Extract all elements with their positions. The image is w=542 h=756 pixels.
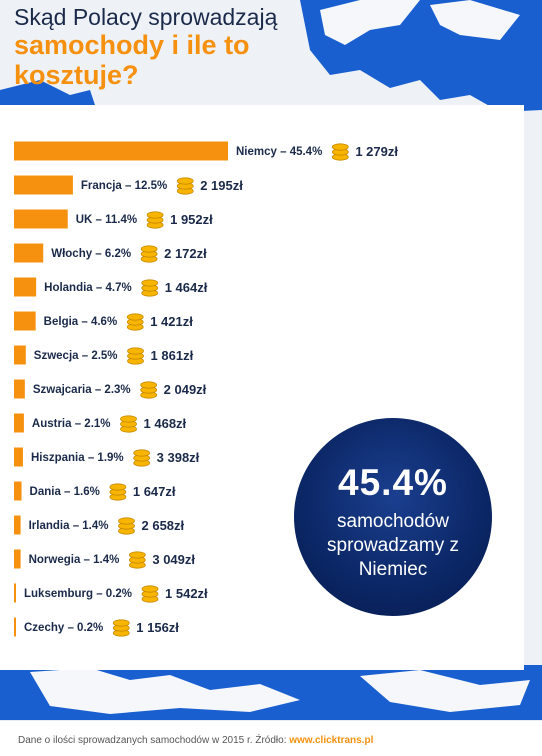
bar — [14, 515, 21, 535]
bar-row: Szwecja – 2.5% 1 861zł — [14, 345, 194, 365]
bar — [14, 277, 37, 297]
title-line-3: kosztuje? — [14, 60, 139, 90]
bar — [14, 413, 24, 433]
bar-label: Hiszpania – 1.9% — [31, 452, 124, 464]
bar-label: Szwajcaria – 2.3% — [33, 384, 131, 396]
coin-stack-icon — [133, 449, 151, 467]
bar — [14, 243, 44, 263]
bar-row: UK – 11.4% 1 952zł — [14, 209, 213, 229]
bar-label: Szwecja – 2.5% — [34, 350, 118, 362]
price-label: 1 156zł — [136, 620, 179, 635]
bar — [14, 447, 23, 467]
bar-row: Francja – 12.5% 2 195zł — [14, 175, 243, 195]
coin-stack-icon — [128, 551, 146, 569]
price-label: 1 647zł — [133, 484, 176, 499]
footer: Dane o ilości sprowadzanych samochodów w… — [0, 721, 542, 756]
coin-stack-icon — [118, 517, 135, 535]
bar — [14, 345, 26, 365]
bar-row: Luksemburg – 0.2% 1 542zł — [14, 583, 208, 603]
title-line-2: samochody i ile to — [14, 30, 250, 60]
title-block: Skąd Polacy sprowadzają samochody i ile … — [14, 4, 277, 90]
bar-row: Dania – 1.6% 1 647zł — [14, 481, 176, 501]
price-label: 2 658zł — [142, 518, 185, 533]
coin-stack-icon — [146, 211, 164, 229]
highlight-circle: 45.4% samochodów sprowadzamy z Niemiec — [294, 418, 492, 616]
coin-stack-icon — [120, 415, 137, 433]
bar-row: Norwegia – 1.4% 3 049zł — [14, 549, 195, 569]
coin-stack-icon — [176, 177, 194, 195]
bar — [14, 175, 73, 195]
price-label: 1 542zł — [165, 586, 208, 601]
price-label: 1 279zł — [355, 144, 398, 159]
bar — [14, 141, 228, 161]
bar-label: Francja – 12.5% — [81, 180, 167, 192]
bar — [14, 209, 68, 229]
bar — [14, 549, 21, 569]
title-line-1: Skąd Polacy sprowadzają — [14, 4, 278, 30]
price-label: 2 172zł — [164, 246, 207, 261]
bar-row: Holandia – 4.7% 1 464zł — [14, 277, 208, 297]
coin-stack-icon — [127, 347, 144, 365]
bar-label: UK – 11.4% — [76, 214, 137, 226]
bar-row: Austria – 2.1% 1 468zł — [14, 413, 187, 433]
coin-stack-icon — [140, 245, 158, 263]
bar-row: Włochy – 6.2% 2 172zł — [14, 243, 207, 263]
bar-label: Belgia – 4.6% — [44, 316, 118, 328]
coin-stack-icon — [109, 483, 127, 501]
coin-stack-icon — [331, 143, 349, 161]
bar-label: Austria – 2.1% — [32, 418, 111, 430]
bar — [14, 481, 22, 501]
bar — [14, 379, 25, 399]
coin-stack-icon — [141, 279, 159, 297]
price-label: 1 952zł — [170, 212, 213, 227]
footer-link[interactable]: www.clicktrans.pl — [289, 735, 374, 746]
coin-stack-icon — [126, 313, 144, 331]
bar-label: Niemcy – 45.4% — [236, 146, 322, 158]
bar-label: Dania – 1.6% — [30, 486, 100, 498]
bar-label: Holandia – 4.7% — [44, 282, 132, 294]
bar-row: Czechy – 0.2% 1 156zł — [14, 617, 179, 637]
price-label: 1 861zł — [151, 348, 194, 363]
bar-row: Hiszpania – 1.9% 3 398zł — [14, 447, 200, 467]
bar-chart: Niemcy – 45.4% 1 279zł Francja – 12.5% 2 19… — [14, 141, 398, 637]
price-label: 1 464zł — [165, 280, 208, 295]
price-label: 2 195zł — [200, 178, 243, 193]
bar-row: Irlandia – 1.4% 2 658zł — [14, 515, 185, 535]
bar — [14, 617, 16, 637]
price-label: 1 468zł — [144, 416, 187, 431]
bar-label: Czechy – 0.2% — [24, 622, 103, 634]
price-label: 3 049zł — [152, 552, 195, 567]
highlight-percent: 45.4% — [338, 462, 448, 503]
bar-label: Irlandia – 1.4% — [29, 520, 109, 532]
coin-stack-icon — [141, 585, 159, 603]
footer-source: Dane o ilości sprowadzanych samochodów w… — [18, 735, 290, 746]
footer-text: Dane o ilości sprowadzanych samochodów w… — [18, 735, 373, 746]
price-label: 3 398zł — [157, 450, 200, 465]
coin-stack-icon — [112, 619, 130, 637]
bar-row: Szwajcaria – 2.3% 2 049zł — [14, 379, 207, 399]
price-label: 2 049zł — [164, 382, 207, 397]
highlight-text: samochodów sprowadzamy z Niemiec — [327, 511, 459, 580]
coin-stack-icon — [140, 381, 158, 399]
bar — [14, 583, 16, 603]
bar-row: Niemcy – 45.4% 1 279zł — [14, 141, 398, 161]
bar-label: Włochy – 6.2% — [51, 248, 131, 260]
bar-row: Belgia – 4.6% 1 421zł — [14, 311, 193, 331]
bar — [14, 311, 36, 331]
bar-label: Norwegia – 1.4% — [29, 554, 120, 566]
price-label: 1 421zł — [150, 314, 193, 329]
bar-label: Luksemburg – 0.2% — [24, 588, 132, 600]
chart-card: Niemcy – 45.4% 1 279zł Francja – 12.5% 2 19… — [0, 105, 524, 670]
